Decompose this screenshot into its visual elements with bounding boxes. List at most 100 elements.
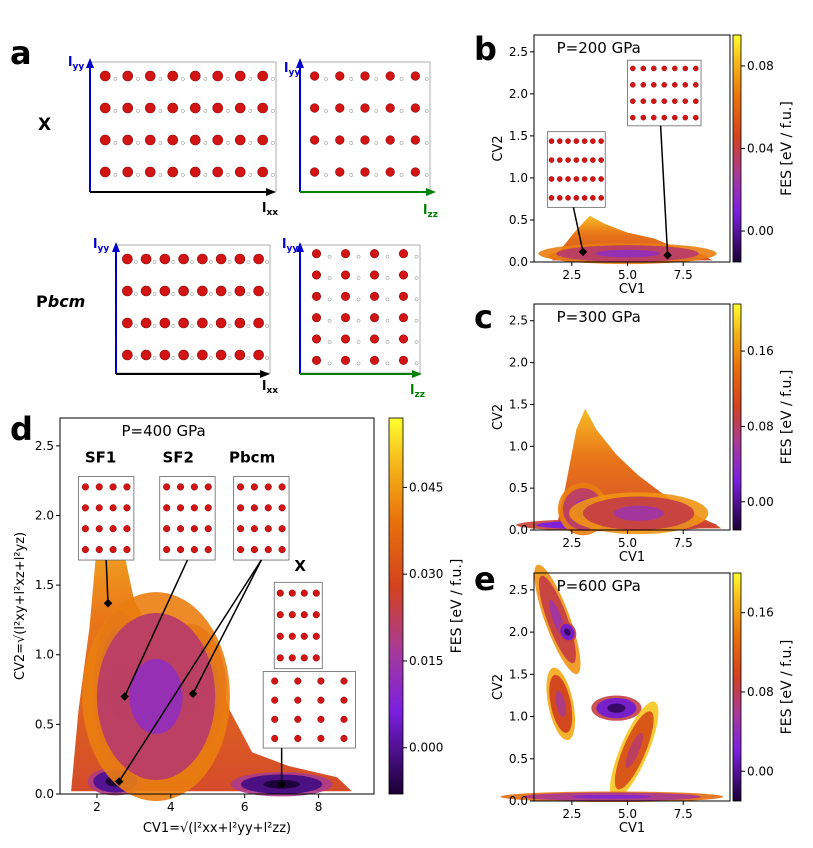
inset-atom: [590, 195, 596, 201]
axis-label-zz-1-l: l: [423, 203, 427, 218]
inset-atom: [590, 176, 596, 182]
atom-x-xy: [167, 134, 179, 146]
atom-pbcm-xy-h: [133, 324, 138, 328]
inset-atom: [190, 483, 198, 491]
inset-atom: [264, 504, 272, 512]
x-tick-label-d: 4: [167, 800, 175, 814]
inset-atom: [682, 82, 689, 88]
inset-atom: [204, 525, 212, 533]
atom-x-xy-h: [113, 173, 118, 177]
atom-x-xy: [99, 102, 111, 114]
atom-x-xy: [257, 134, 269, 146]
inset-atom: [556, 157, 563, 163]
atom-x-xy-h: [181, 141, 185, 145]
atom-x-xy-h: [226, 141, 230, 145]
inset-atom: [95, 525, 103, 533]
atom-pbcm-xy-h: [133, 292, 138, 296]
atom-pbcm-xy-h: [152, 260, 157, 264]
plot-frame-e: [533, 572, 731, 802]
axis-label-yy-4-sub: yy: [286, 244, 298, 254]
inset-atom: [573, 195, 580, 201]
inset-atom: [190, 525, 198, 533]
inset-atom: [109, 483, 117, 491]
x-tick-label-c: 2.5: [562, 536, 581, 550]
atom-x-zy-h: [399, 109, 404, 113]
atom-pbcm-xy: [178, 349, 189, 361]
atom-x-xy: [189, 166, 201, 178]
inset-atom: [294, 715, 302, 723]
colorbar-tick-label-d: 0.000: [409, 741, 443, 755]
inset-atom: [300, 654, 308, 662]
structure-pbcm-xy-frame: [115, 244, 271, 374]
annotation-pbcm: Pbcm: [229, 449, 275, 467]
inset-atom: [312, 611, 320, 619]
colorbar-tick-label-c: 0.00: [747, 495, 774, 509]
atom-pbcm-xy-h: [171, 356, 176, 360]
inset-atom: [671, 98, 678, 105]
inset-atom: [590, 138, 596, 144]
atom-x-xy: [212, 102, 224, 114]
atom-x-xy: [189, 102, 201, 114]
axis-label-yy-2-sub: yy: [288, 68, 300, 78]
atom-pbcm-xy-h: [171, 324, 176, 328]
y-tick-label-b: 2.5: [509, 45, 528, 59]
atom-x-zy-h: [349, 173, 353, 177]
inset-atom: [573, 176, 580, 182]
inset-atom: [163, 504, 171, 512]
inset-atom: [556, 176, 563, 182]
y-tick-label-e: 1.5: [509, 667, 528, 681]
atom-pbcm-zy: [369, 313, 379, 323]
y-tick-label-b: 1.5: [509, 129, 528, 143]
atom-x-xy-h: [271, 141, 275, 145]
atom-pbcm-xy-h: [246, 292, 251, 296]
atom-x-xy: [257, 102, 269, 114]
atom-pbcm-xy: [234, 285, 246, 297]
inset-atom: [629, 65, 636, 72]
atom-pbcm-xy: [197, 253, 208, 265]
y-tick-label-b: 0.5: [509, 213, 528, 227]
structure-inset-b-0: [546, 131, 606, 208]
inset-atom: [671, 114, 678, 121]
atom-pbcm-zy: [398, 313, 408, 323]
structure-inset-2: [233, 476, 290, 561]
atom-pbcm-xy-h: [265, 260, 269, 264]
atom-pbcm-zy-h: [356, 276, 361, 280]
y-tick-label-c: 0.0: [509, 523, 528, 537]
atom-x-xy: [257, 70, 269, 82]
atom-x-xy: [99, 134, 111, 146]
atom-pbcm-zy: [311, 334, 321, 344]
atom-pbcm-zy: [340, 334, 350, 344]
atom-x-xy: [99, 166, 111, 178]
inset-atom: [671, 65, 678, 72]
colorbar-tick-label-d: 0.015: [409, 654, 443, 668]
atom-pbcm-zy-h: [356, 318, 361, 323]
inset-atom: [556, 195, 563, 201]
atom-pbcm-xy-h: [208, 292, 213, 296]
inset-atom: [294, 677, 302, 685]
y-tick-label-e: 0.0: [509, 794, 528, 808]
atom-x-xy: [212, 134, 224, 146]
atom-x-xy: [122, 70, 134, 82]
atom-pbcm-zy: [398, 355, 408, 365]
atom-pbcm-xy-h: [152, 292, 157, 296]
colorbar-e: [732, 572, 742, 802]
atom-pbcm-xy-h: [265, 292, 269, 296]
inset-atom: [629, 82, 636, 88]
arrow-head-icon: [112, 242, 120, 252]
inset-atom: [271, 677, 279, 685]
atom-pbcm-zy: [340, 270, 350, 280]
atom-x-xy-h: [158, 109, 163, 113]
inset-atom: [190, 504, 198, 512]
atom-pbcm-xy-h: [246, 356, 251, 360]
chart-e: 2.5 5.0 7.5 0.0 0.5 1.0 1.5 2.0 2.5 P=600 GPa CV1 C…: [491, 564, 795, 836]
inset-atom: [276, 611, 284, 619]
atom-x-xy-h: [136, 109, 140, 113]
inset-pointer-2: [192, 559, 262, 695]
y-tick-label-d: 2.0: [35, 508, 54, 522]
y-tick-label-e: 0.5: [509, 752, 528, 766]
atom-pbcm-xy-h: [152, 356, 157, 360]
atom-pbcm-zy-h: [356, 254, 361, 259]
panel-letter-b: b: [474, 30, 497, 68]
atom-x-zy: [410, 167, 421, 177]
atom-x-xy: [234, 166, 246, 178]
